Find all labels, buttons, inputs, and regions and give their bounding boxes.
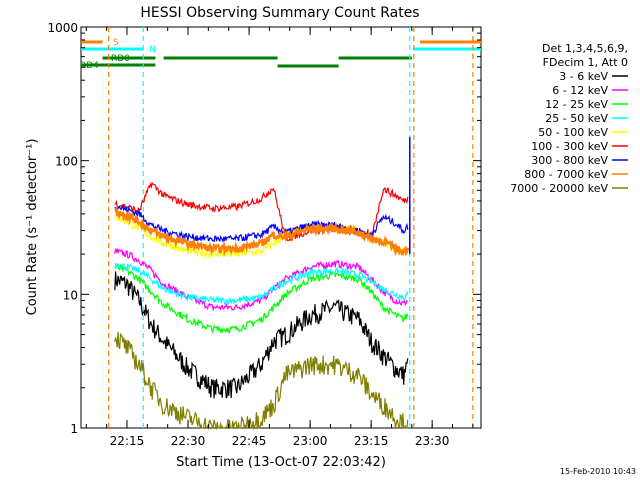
legend-label-3: 25 - 50 keV	[545, 112, 608, 125]
legend-label-2: 12 - 25 keV	[545, 98, 608, 111]
legend-label-8: 7000 - 20000 keV	[510, 182, 608, 195]
flag-label-rd0: RD0	[111, 54, 130, 64]
legend-label-1: 6 - 12 keV	[552, 84, 608, 97]
plot-frame	[80, 26, 482, 429]
legend-header-1: Det 1,3,4,5,6,9,	[542, 42, 628, 55]
x-tick-label-1: 22:30	[171, 434, 206, 448]
flag-label-rd4: RD4	[80, 61, 99, 71]
legend: Det 1,3,4,5,6,9,FDecim 1, Att 03 - 6 keV…	[510, 42, 628, 195]
x-axis-label: Start Time (13-Oct-07 22:03:42)	[176, 455, 386, 470]
legend-label-4: 50 - 100 keV	[538, 126, 608, 139]
timestamp: 15-Feb-2010 10:43	[560, 467, 636, 476]
y-tick-label-2: 100	[55, 155, 78, 169]
x-tick-label-2: 22:45	[232, 434, 267, 448]
legend-header-2: FDecim 1, Att 0	[543, 56, 628, 69]
y-tick-label-0: 1	[70, 422, 78, 436]
series-line-7	[114, 204, 410, 257]
x-tick-label-4: 23:15	[354, 434, 389, 448]
series-line-2	[114, 263, 409, 334]
y-tick-label-3: 1000	[47, 21, 78, 35]
axes-layer: 22:15 22:30 22:45 23:00 23:15 23:30 1 10 100 1000	[47, 21, 481, 448]
series-line-4	[114, 214, 409, 260]
x-tick-label-5: 23:30	[415, 434, 450, 448]
flag-label-n: N	[149, 45, 156, 55]
x-tick-label-3: 23:00	[293, 434, 328, 448]
legend-label-6: 300 - 800 keV	[531, 154, 608, 167]
legend-label-7: 800 - 7000 keV	[524, 168, 608, 181]
series-line-8	[114, 331, 409, 431]
vertical-markers	[108, 27, 474, 428]
series-line-1	[114, 247, 408, 312]
legend-label-5: 100 - 300 keV	[531, 140, 608, 153]
series-line-3	[114, 262, 409, 306]
series-layer	[114, 137, 411, 431]
flags-layer: S N RD0 RD4	[80, 38, 481, 71]
chart-title: HESSI Observing Summary Count Rates	[140, 5, 419, 21]
y-axis-label: Count Rate (s⁻¹ detector⁻¹)	[25, 139, 40, 316]
series-line-0	[114, 271, 409, 399]
y-tick-label-1: 10	[63, 288, 78, 302]
x-tick-label-0: 22:15	[110, 434, 145, 448]
flag-label-s: S	[113, 38, 119, 48]
legend-label-0: 3 - 6 keV	[559, 70, 608, 83]
